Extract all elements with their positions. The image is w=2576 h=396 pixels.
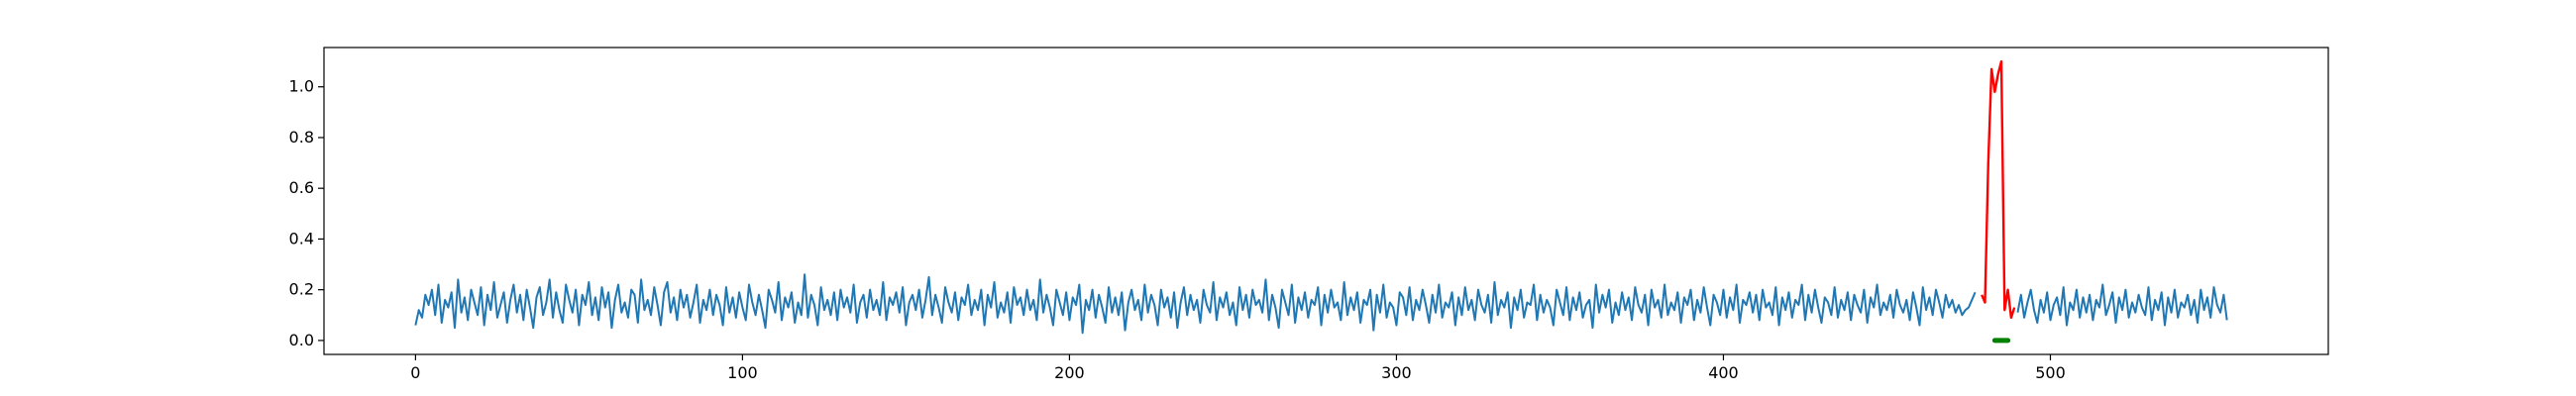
axes-frame [323, 47, 2329, 355]
x-tick-label: 100 [727, 363, 758, 382]
y-axis: 0.0 0.2 0.4 0.6 0.8 1.0 [289, 77, 324, 349]
x-tick-label: 500 [2035, 363, 2066, 382]
series-line-blue [414, 273, 1977, 335]
x-tick-label: 200 [1054, 363, 1085, 382]
y-tick-label: 1.0 [289, 77, 314, 96]
series-line-blue-tail [2016, 283, 2228, 327]
series-line-red [1981, 59, 2016, 320]
x-tick-label: 400 [1708, 363, 1739, 382]
y-tick-label: 0.0 [289, 331, 314, 349]
plot-area [414, 59, 2228, 344]
x-tick-label: 300 [1381, 363, 1412, 382]
y-tick-label: 0.6 [289, 178, 314, 197]
x-axis: 0 100 200 300 400 500 [410, 354, 2066, 382]
y-tick-label: 0.2 [289, 280, 314, 299]
y-tick-label: 0.8 [289, 128, 314, 147]
y-tick-label: 0.4 [289, 229, 314, 248]
x-tick-label: 0 [410, 363, 420, 382]
